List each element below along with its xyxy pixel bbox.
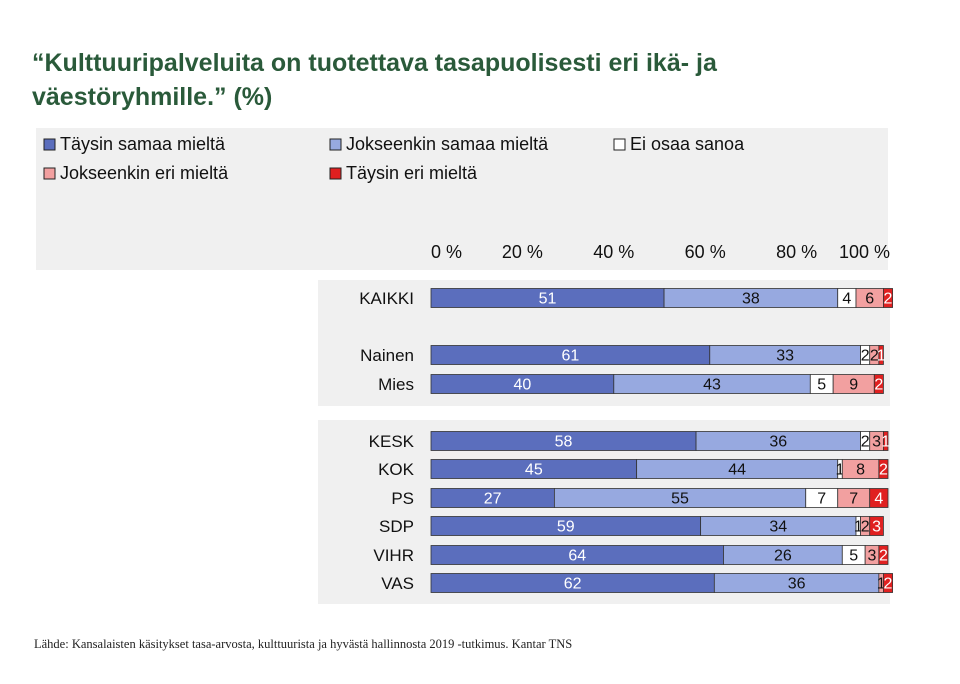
x-tick-label: 20 % — [502, 242, 543, 262]
x-tick-label: 40 % — [593, 242, 634, 262]
category-label-kesk: KESK — [369, 432, 415, 451]
legend-swatch-ei-osaa-sanoa — [613, 138, 626, 151]
data-label-nainen-taysin-eri-mielta: 1 — [877, 348, 886, 365]
data-label-kaikki-taysin-samaa-mielta: 51 — [539, 291, 557, 308]
bar-ps-taysin-eri-mielta — [869, 488, 889, 508]
data-label-ps-taysin-eri-mielta: 4 — [874, 491, 883, 508]
bar-vihr-taysin-eri-mielta — [878, 545, 889, 565]
bar-kok-taysin-eri-mielta — [878, 459, 889, 479]
data-label-vas-jokseenkin-eri-mielta: 1 — [877, 576, 886, 593]
data-label-nainen-taysin-samaa-mielta: 61 — [561, 348, 579, 365]
legend-label-taysin-eri-mielta: Täysin eri mieltä — [346, 163, 478, 183]
data-label-kesk-jokseenkin-samaa-mielta: 36 — [769, 434, 787, 451]
data-label-sdp-jokseenkin-samaa-mielta: 34 — [769, 519, 787, 536]
data-label-nainen-jokseenkin-samaa-mielta: 33 — [776, 348, 794, 365]
data-label-ps-jokseenkin-samaa-mielta: 55 — [671, 491, 689, 508]
data-label-kesk-taysin-eri-mielta: 1 — [881, 434, 890, 451]
data-label-ps-ei-osaa-sanoa: 7 — [817, 491, 826, 508]
category-label-kok: KOK — [378, 460, 415, 479]
category-label-nainen: Nainen — [360, 346, 414, 365]
category-label-mies: Mies — [378, 375, 414, 394]
x-tick-label: 0 % — [431, 242, 462, 262]
data-label-sdp-taysin-samaa-mielta: 59 — [557, 519, 575, 536]
data-label-sdp-taysin-eri-mielta: 3 — [872, 519, 881, 536]
bar-kaikki-taysin-eri-mielta — [883, 288, 893, 308]
category-label-vihr: VIHR — [373, 546, 414, 565]
legend-swatch-jokseenkin-samaa-mielta — [329, 138, 342, 151]
category-label-sdp: SDP — [379, 517, 414, 536]
data-label-ps-jokseenkin-eri-mielta: 7 — [849, 491, 858, 508]
data-label-vihr-taysin-samaa-mielta: 64 — [568, 548, 586, 565]
data-label-kok-jokseenkin-samaa-mielta: 44 — [728, 462, 746, 479]
legend-swatch-jokseenkin-eri-mielta — [43, 167, 56, 180]
source-note: Lähde: Kansalaisten käsitykset tasa-arvo… — [34, 637, 573, 651]
data-label-mies-taysin-eri-mielta: 2 — [874, 377, 883, 394]
bar-sdp-taysin-eri-mielta — [869, 516, 884, 536]
legend-panel — [36, 128, 888, 270]
data-label-kesk-taysin-samaa-mielta: 58 — [555, 434, 573, 451]
data-label-sdp-jokseenkin-eri-mielta: 2 — [861, 519, 870, 536]
bar-kesk-taysin-eri-mielta — [883, 431, 889, 451]
data-label-vas-taysin-eri-mielta: 2 — [884, 576, 893, 593]
data-label-kok-ei-osaa-sanoa: 1 — [836, 462, 845, 479]
data-label-kok-taysin-samaa-mielta: 45 — [525, 462, 543, 479]
data-label-nainen-ei-osaa-sanoa: 2 — [861, 348, 870, 365]
x-tick-label: 100 % — [839, 242, 890, 262]
x-tick-label: 60 % — [685, 242, 726, 262]
bar-nainen-taysin-eri-mielta — [878, 345, 884, 365]
bar-vas-taysin-eri-mielta — [883, 573, 893, 593]
data-label-vihr-taysin-eri-mielta: 2 — [879, 548, 888, 565]
legend-label-taysin-samaa-mielta: Täysin samaa mieltä — [60, 134, 226, 154]
data-label-kaikki-ei-osaa-sanoa: 4 — [842, 291, 851, 308]
data-label-sdp-ei-osaa-sanoa: 1 — [854, 519, 863, 536]
x-tick-label: 80 % — [776, 242, 817, 262]
chart-title: “Kulttuuripalveluita on tuotettava tasap… — [32, 49, 717, 111]
data-label-mies-jokseenkin-samaa-mielta: 43 — [703, 377, 721, 394]
data-label-vas-jokseenkin-samaa-mielta: 36 — [788, 576, 806, 593]
legend-swatch-taysin-samaa-mielta — [43, 138, 56, 151]
bar-mies-taysin-eri-mielta — [873, 374, 884, 394]
data-label-mies-ei-osaa-sanoa: 5 — [817, 377, 826, 394]
data-label-kesk-ei-osaa-sanoa: 2 — [861, 434, 870, 451]
data-label-vihr-ei-osaa-sanoa: 5 — [849, 548, 858, 565]
data-label-mies-jokseenkin-eri-mielta: 9 — [849, 377, 858, 394]
data-label-kok-taysin-eri-mielta: 2 — [879, 462, 888, 479]
data-label-kok-jokseenkin-eri-mielta: 8 — [856, 462, 865, 479]
data-label-nainen-jokseenkin-eri-mielta: 2 — [870, 348, 879, 365]
data-label-kaikki-jokseenkin-eri-mielta: 6 — [865, 291, 874, 308]
data-label-ps-taysin-samaa-mielta: 27 — [484, 491, 502, 508]
data-label-vihr-jokseenkin-eri-mielta: 3 — [868, 548, 877, 565]
data-label-kaikki-taysin-eri-mielta: 2 — [884, 291, 893, 308]
category-label-kaikki: KAIKKI — [359, 289, 414, 308]
data-label-kesk-jokseenkin-eri-mielta: 3 — [872, 434, 881, 451]
data-label-mies-taysin-samaa-mielta: 40 — [514, 377, 532, 394]
category-label-vas: VAS — [381, 574, 414, 593]
legend-label-jokseenkin-eri-mielta: Jokseenkin eri mieltä — [60, 163, 229, 183]
data-label-vihr-jokseenkin-samaa-mielta: 26 — [774, 548, 792, 565]
legend-label-jokseenkin-samaa-mielta: Jokseenkin samaa mieltä — [346, 134, 549, 154]
data-label-kaikki-jokseenkin-samaa-mielta: 38 — [742, 291, 760, 308]
legend-label-ei-osaa-sanoa: Ei osaa sanoa — [630, 134, 745, 154]
category-label-ps: PS — [391, 489, 414, 508]
legend-swatch-taysin-eri-mielta — [329, 167, 342, 180]
data-label-vas-taysin-samaa-mielta: 62 — [564, 576, 582, 593]
